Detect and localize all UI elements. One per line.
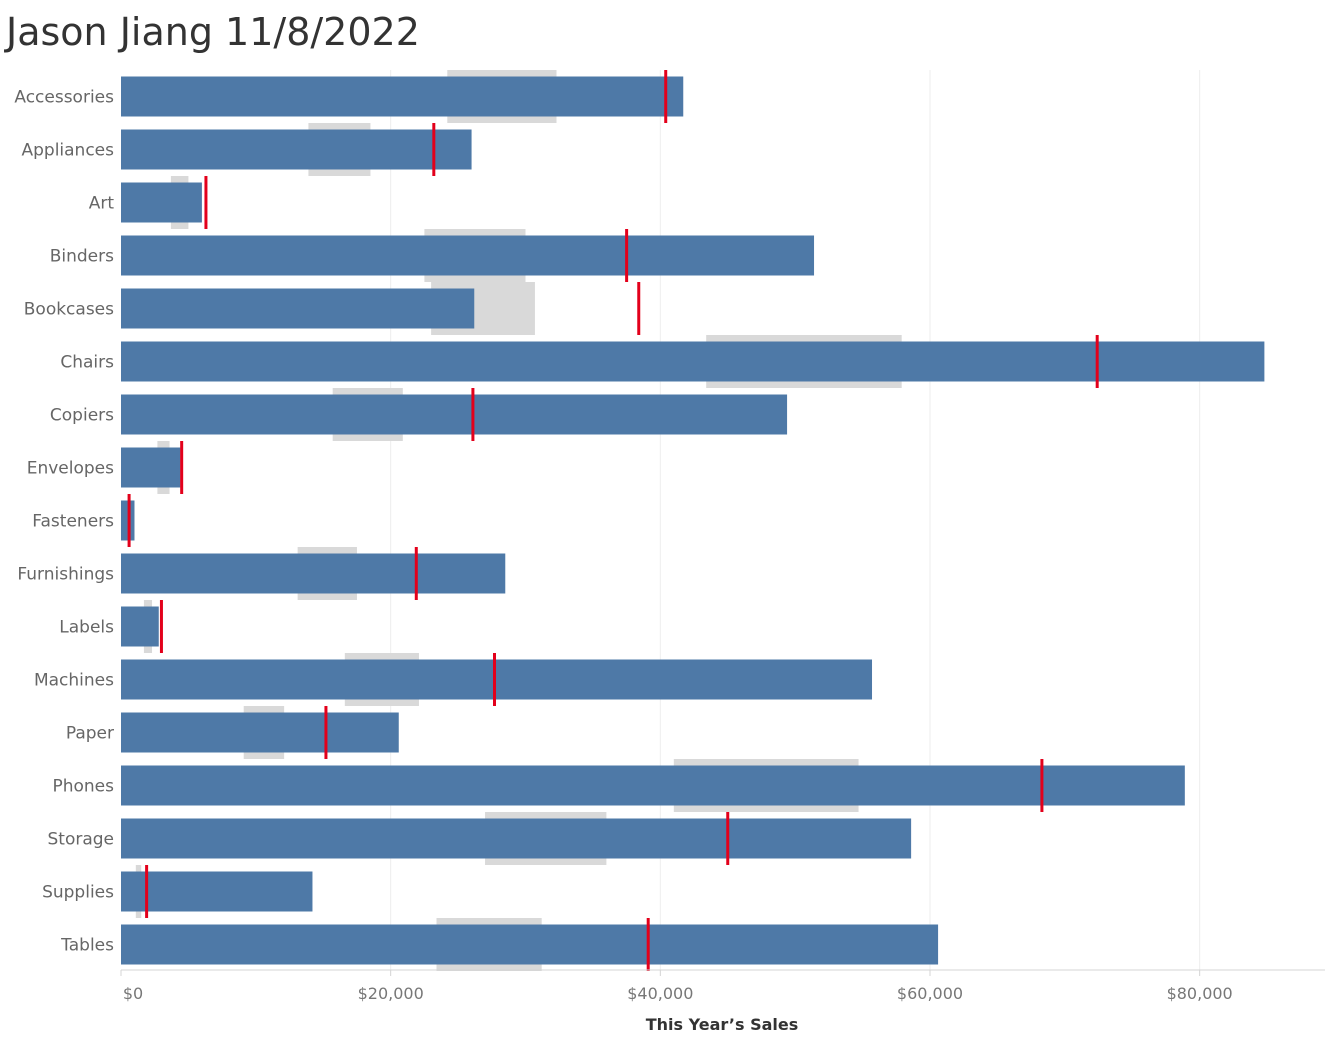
bar (121, 129, 472, 170)
bar (121, 235, 815, 276)
x-axis-title: This Year’s Sales (646, 1015, 799, 1034)
category-label: Furnishings (17, 565, 114, 585)
category-label: Binders (50, 247, 114, 267)
category-label: Appliances (21, 141, 114, 161)
bar (121, 606, 159, 647)
category-label: Machines (34, 671, 114, 691)
category-label: Art (89, 194, 115, 214)
bar (121, 818, 912, 859)
category-label: Copiers (50, 406, 114, 426)
x-tick-label: $80,000 (1167, 984, 1233, 1003)
x-tick-label: $0 (123, 984, 143, 1003)
category-label: Accessories (14, 88, 114, 108)
category-label: Labels (59, 618, 114, 638)
bar (121, 924, 939, 965)
category-label: Tables (60, 936, 114, 956)
bar (121, 712, 399, 753)
category-label: Supplies (42, 883, 114, 903)
bar (121, 871, 313, 912)
category-label: Bookcases (24, 300, 114, 320)
x-tick-label: $20,000 (358, 984, 424, 1003)
target-lines (127, 70, 1099, 971)
bar (121, 76, 684, 117)
category-labels: Accessories Appliances Art Binders Bookcases… (14, 88, 114, 956)
x-tick-label: $40,000 (627, 984, 693, 1003)
category-label: Fasteners (32, 512, 114, 532)
category-label: Paper (66, 724, 114, 744)
bar (121, 394, 788, 435)
category-label: Storage (47, 830, 114, 850)
bar (121, 182, 202, 223)
bar (121, 659, 873, 700)
category-label: Chairs (60, 353, 114, 373)
bar (121, 765, 1185, 806)
bars (121, 76, 1265, 965)
bar (121, 447, 181, 488)
bar (121, 553, 506, 594)
bar (121, 341, 1265, 382)
bar (121, 288, 475, 329)
x-axis-ticks: $0 $20,000 $40,000 $60,000 $80,000 (120, 970, 1233, 1003)
category-label: Phones (52, 777, 114, 797)
x-tick-label: $60,000 (897, 984, 963, 1003)
chart-title: Jason Jiang 11/8/2022 (6, 10, 420, 54)
category-label: Envelopes (27, 459, 114, 479)
